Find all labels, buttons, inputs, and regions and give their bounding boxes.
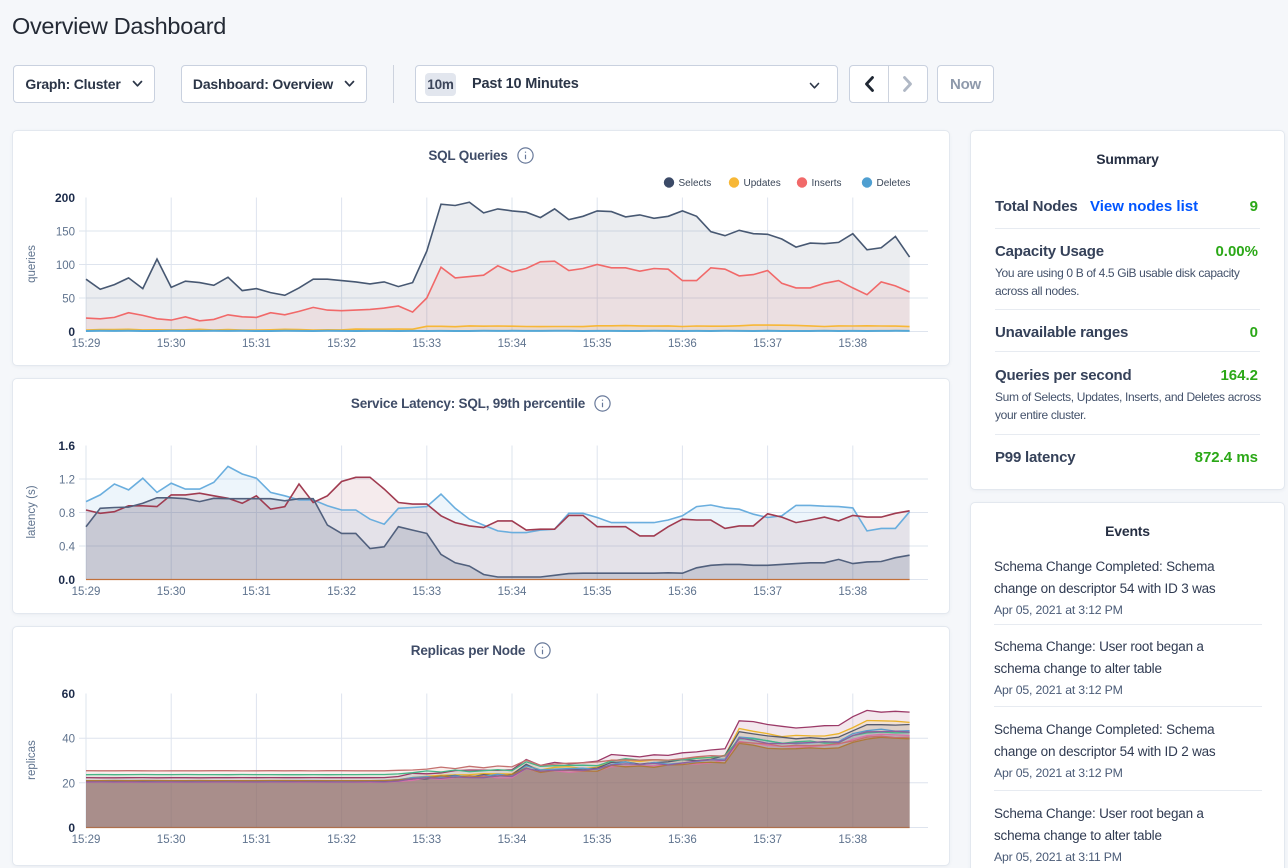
svg-text:15:32: 15:32	[327, 586, 356, 598]
svg-text:latency (s): latency (s)	[26, 485, 38, 538]
svg-text:15:33: 15:33	[412, 834, 441, 846]
svg-text:150: 150	[56, 227, 75, 239]
svg-text:60: 60	[62, 687, 76, 701]
svg-text:15:37: 15:37	[753, 586, 782, 598]
svg-text:15:31: 15:31	[242, 586, 271, 598]
svg-text:15:34: 15:34	[498, 586, 527, 598]
svg-text:15:35: 15:35	[583, 338, 612, 350]
svg-text:15:37: 15:37	[753, 834, 782, 846]
svg-text:15:34: 15:34	[498, 834, 527, 846]
svg-text:15:33: 15:33	[412, 586, 441, 598]
svg-text:15:30: 15:30	[157, 586, 186, 598]
svg-text:15:32: 15:32	[327, 338, 356, 350]
svg-text:queries: queries	[26, 245, 38, 283]
svg-text:100: 100	[56, 260, 75, 272]
svg-text:Inserts: Inserts	[812, 178, 842, 189]
svg-text:200: 200	[55, 191, 75, 205]
svg-text:15:36: 15:36	[668, 834, 697, 846]
svg-text:20: 20	[62, 778, 75, 790]
svg-text:15:29: 15:29	[72, 586, 101, 598]
svg-text:Updates: Updates	[744, 178, 781, 189]
svg-text:Selects: Selects	[679, 178, 712, 189]
svg-text:15:38: 15:38	[838, 338, 867, 350]
svg-text:50: 50	[62, 294, 75, 306]
svg-text:15:29: 15:29	[72, 338, 101, 350]
svg-text:replicas: replicas	[26, 740, 38, 780]
svg-text:15:30: 15:30	[157, 338, 186, 350]
svg-text:15:38: 15:38	[838, 586, 867, 598]
svg-text:0.4: 0.4	[59, 542, 76, 554]
svg-text:15:33: 15:33	[412, 338, 441, 350]
svg-text:0: 0	[68, 821, 75, 835]
svg-text:15:35: 15:35	[583, 834, 612, 846]
svg-text:15:35: 15:35	[583, 586, 612, 598]
svg-text:Deletes: Deletes	[877, 178, 911, 189]
svg-text:15:31: 15:31	[242, 338, 271, 350]
svg-text:0.8: 0.8	[59, 508, 75, 520]
svg-text:15:37: 15:37	[753, 338, 782, 350]
svg-text:15:30: 15:30	[157, 834, 186, 846]
svg-text:1.2: 1.2	[59, 475, 75, 487]
svg-text:15:31: 15:31	[242, 834, 271, 846]
svg-text:40: 40	[62, 734, 75, 746]
svg-text:1.6: 1.6	[58, 439, 75, 453]
svg-text:0: 0	[68, 325, 75, 339]
svg-text:15:29: 15:29	[72, 834, 101, 846]
svg-text:0.0: 0.0	[58, 573, 75, 587]
svg-text:15:36: 15:36	[668, 586, 697, 598]
svg-text:15:34: 15:34	[498, 338, 527, 350]
svg-text:15:38: 15:38	[838, 834, 867, 846]
svg-text:15:32: 15:32	[327, 834, 356, 846]
svg-text:15:36: 15:36	[668, 338, 697, 350]
